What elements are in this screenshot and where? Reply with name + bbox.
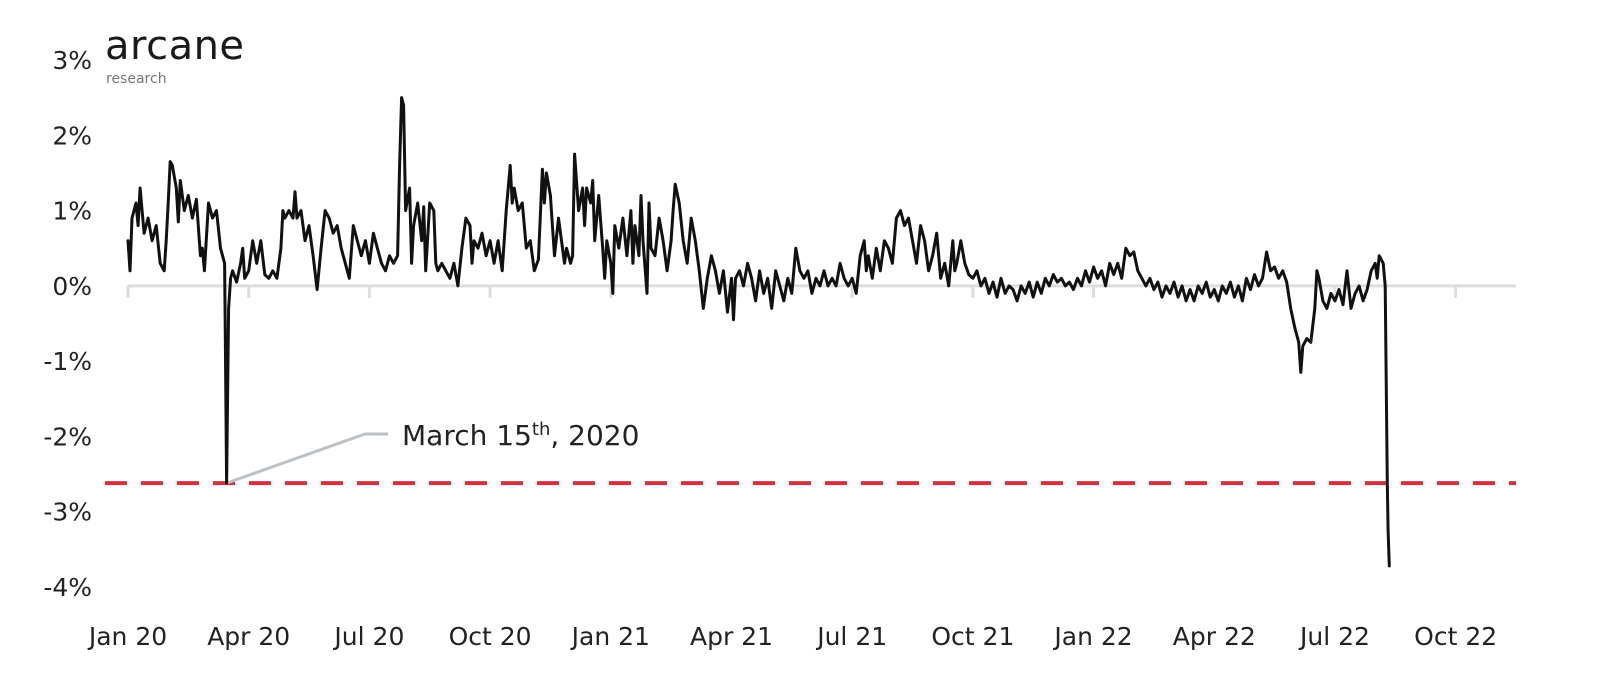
zero-baseline-ticks xyxy=(126,285,1458,298)
annotation-prefix: March 15 xyxy=(402,419,532,452)
y-tick-label: 0% xyxy=(52,272,92,301)
brand-logo: arcane research xyxy=(105,26,245,86)
x-tick-label: Jul 22 xyxy=(1298,622,1370,651)
brand-subtitle: research xyxy=(106,71,167,87)
annotation-label: March 15th, 2020 xyxy=(402,419,639,452)
x-tick-label: Jan 22 xyxy=(1052,622,1132,651)
x-tick-label: Oct 20 xyxy=(449,622,532,651)
annotation-leader-line xyxy=(226,432,388,485)
y-tick-label: -2% xyxy=(43,422,92,451)
x-axis-ticks: Jan 20 Apr 20 Jul 20 Oct 20 Jan 21 Apr 21 Jul … xyxy=(87,622,1497,651)
annotation-superscript: th xyxy=(532,419,550,440)
x-tick-label: Apr 21 xyxy=(690,622,773,651)
x-tick-label: Oct 21 xyxy=(931,622,1014,651)
y-axis-ticks: 3% 2% 1% 0% -1% -2% -3% -4% xyxy=(43,46,92,602)
y-tick-label: 3% xyxy=(52,46,92,75)
y-tick-label: -1% xyxy=(43,347,92,376)
x-tick-label: Apr 20 xyxy=(207,622,290,651)
x-tick-label: Jan 21 xyxy=(570,622,650,651)
x-tick-label: Jul 21 xyxy=(815,622,887,651)
x-tick-label: Oct 22 xyxy=(1414,622,1497,651)
x-tick-label: Jul 20 xyxy=(332,622,404,651)
series-line xyxy=(126,96,1391,568)
y-tick-label: -3% xyxy=(43,498,92,527)
brand-name: arcane xyxy=(105,23,245,69)
x-tick-label: Jan 20 xyxy=(87,622,167,651)
y-tick-label: 1% xyxy=(52,197,92,226)
y-tick-label: -4% xyxy=(43,573,92,602)
x-tick-label: Apr 22 xyxy=(1173,622,1256,651)
annotation-suffix: , 2020 xyxy=(550,419,639,452)
y-tick-label: 2% xyxy=(52,121,92,150)
